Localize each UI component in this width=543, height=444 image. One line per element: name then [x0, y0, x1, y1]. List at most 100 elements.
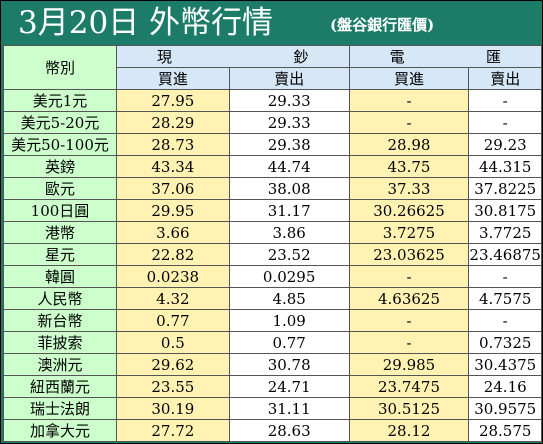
currency-cell: 歐元 [3, 177, 117, 200]
currency-cell: 新台幣 [3, 309, 117, 332]
cash-buy-cell: 0.5 [115, 331, 230, 354]
cash-sell-cell: 29.33 [228, 89, 350, 112]
table-row: 韓圓 0.0238 0.0295- - [3, 265, 542, 288]
table-row: 港幣 3.66 3.86 3.7275 3.7725 [3, 221, 542, 244]
currency-cell: 人民幣 [3, 287, 117, 310]
cash-header-char-1: 現 [156, 48, 172, 66]
cash-sell-cell: 23.52 [228, 243, 350, 266]
table-row: 澳洲元 29.62 30.78 29.985 30.4375 [3, 353, 542, 376]
cash-sell-cell: 0.77 [228, 331, 350, 354]
currency-cell: 港幣 [3, 221, 117, 244]
table-row: 英鎊 43.34 44.74 43.75 44.315 [3, 155, 542, 178]
table-row: 新台幣 0.77 1.09- - [3, 309, 542, 332]
currency-cell: 紐西蘭元 [3, 375, 117, 398]
spot-sell-cell: 30.9575 [468, 397, 542, 420]
spot-sell-cell: 3.7725 [468, 221, 542, 244]
currency-cell: 100日圓 [3, 199, 117, 222]
cash-sell-cell: 0.0295 [228, 265, 350, 288]
spot-buy-cell: 28.98 [348, 133, 470, 156]
cash-buy-cell: 4.32 [115, 287, 230, 310]
table-row: 美元5-20元 28.29 29.33- - [3, 111, 542, 134]
cash-sell-cell: 29.33 [228, 111, 350, 134]
cash-buy-cell: 3.66 [115, 221, 230, 244]
cash-buy-cell: 29.95 [115, 199, 230, 222]
page-title: 3月20日 外幣行情 [18, 5, 274, 41]
currency-cell: 美元5-20元 [3, 111, 117, 134]
cash-sell-cell: 28.63 [228, 419, 350, 442]
table-row: 100日圓 29.95 31.17 30.26625 30.8175 [3, 199, 542, 222]
currency-header: 幣別 [3, 45, 117, 90]
cash-buy-cell: 0.77 [115, 309, 230, 332]
table-row: 加拿大元 27.72 28.63 28.12 28.575 [3, 419, 542, 442]
table-row: 美元50-100元 28.73 29.38 28.98 29.23 [3, 133, 542, 156]
spot-buy-cell: - [348, 89, 470, 112]
cash-sell-header: 賣出 [228, 67, 350, 90]
cash-sell-cell: 29.38 [228, 133, 350, 156]
spot-buy-cell: - [348, 309, 470, 332]
spot-buy-cell: - [348, 111, 470, 134]
cash-sell-cell: 38.08 [228, 177, 350, 200]
spot-buy-cell: 4.63625 [348, 287, 470, 310]
cash-buy-cell: 28.73 [115, 133, 230, 156]
currency-cell: 美元1元 [3, 89, 117, 112]
spot-buy-cell: 37.33 [348, 177, 470, 200]
table-row: 歐元 37.06 38.08 37.33 37.8225 [3, 177, 542, 200]
spot-sell-cell: 44.315 [468, 155, 542, 178]
title-bar: 3月20日 外幣行情 (盤谷銀行匯價) [1, 1, 542, 45]
cash-sell-cell: 3.86 [228, 221, 350, 244]
cash-sell-cell: 31.17 [228, 199, 350, 222]
cash-sell-cell: 31.11 [228, 397, 350, 420]
table-row: 星元 22.82 23.52 23.03625 23.46875 [3, 243, 542, 266]
spot-sell-cell: 37.8225 [468, 177, 542, 200]
spot-sell-cell: - [468, 89, 542, 112]
rate-table: 幣別 現 鈔 電 匯 買進 賣出 買進 賣出 [3, 45, 543, 442]
currency-cell: 菲披索 [3, 331, 117, 354]
spot-buy-cell: 43.75 [348, 155, 470, 178]
currency-cell: 韓圓 [3, 265, 117, 288]
spot-sell-cell: - [468, 265, 542, 288]
currency-cell: 加拿大元 [3, 419, 117, 442]
spot-sell-cell: 0.7325 [468, 331, 542, 354]
spot-sell-cell: 30.8175 [468, 199, 542, 222]
currency-cell: 瑞士法朗 [3, 397, 117, 420]
spot-sell-cell: 28.575 [468, 419, 542, 442]
spot-sell-cell: 23.46875 [468, 243, 542, 266]
currency-cell: 英鎊 [3, 155, 117, 178]
table-row: 人民幣 4.32 4.85 4.63625 4.7575 [3, 287, 542, 310]
spot-buy-cell: - [348, 331, 470, 354]
table-row: 瑞士法朗 30.19 31.11 30.5125 30.9575 [3, 397, 542, 420]
spot-buy-cell: 30.26625 [348, 199, 470, 222]
spot-sell-header: 賣出 [468, 67, 542, 90]
spot-header-char-2: 匯 [485, 48, 501, 66]
currency-cell: 澳洲元 [3, 353, 117, 376]
spot-sell-cell: 30.4375 [468, 353, 542, 376]
cash-sell-cell: 30.78 [228, 353, 350, 376]
cash-header-char-2: 鈔 [293, 48, 309, 66]
cash-buy-cell: 22.82 [115, 243, 230, 266]
spot-sell-cell: 24.16 [468, 375, 542, 398]
cash-buy-cell: 29.62 [115, 353, 230, 376]
spot-buy-cell: 23.03625 [348, 243, 470, 266]
cash-buy-cell: 28.29 [115, 111, 230, 134]
cash-buy-cell: 27.72 [115, 419, 230, 442]
currency-cell: 星元 [3, 243, 117, 266]
cash-buy-cell: 43.34 [115, 155, 230, 178]
cash-header: 現 鈔 [115, 45, 350, 68]
spot-buy-cell: 28.12 [348, 419, 470, 442]
cash-sell-cell: 24.71 [228, 375, 350, 398]
currency-cell: 美元50-100元 [3, 133, 117, 156]
cash-buy-header: 買進 [115, 67, 230, 90]
spot-buy-header: 買進 [348, 67, 470, 90]
table-row: 紐西蘭元 23.55 24.71 23.7475 24.16 [3, 375, 542, 398]
cash-sell-cell: 4.85 [228, 287, 350, 310]
cash-buy-cell: 37.06 [115, 177, 230, 200]
spot-buy-cell: 3.7275 [348, 221, 470, 244]
cash-buy-cell: 23.55 [115, 375, 230, 398]
spot-sell-cell: - [468, 111, 542, 134]
spot-sell-cell: 4.7575 [468, 287, 542, 310]
spot-header: 電 匯 [348, 45, 543, 68]
page-subtitle: (盤谷銀行匯價) [330, 16, 435, 34]
spot-buy-cell: 29.985 [348, 353, 470, 376]
spot-buy-cell: 30.5125 [348, 397, 470, 420]
